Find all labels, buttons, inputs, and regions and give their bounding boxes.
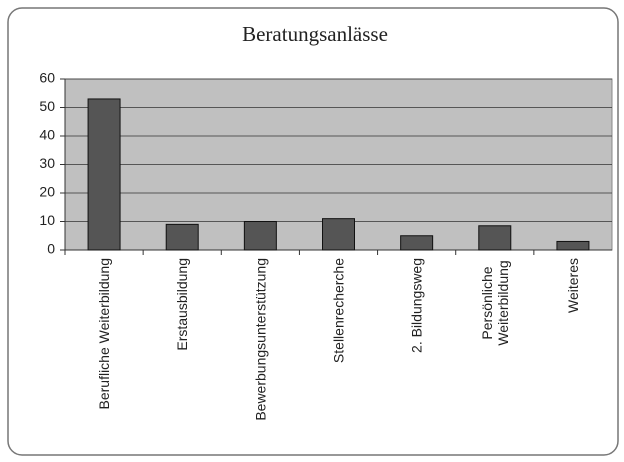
y-tick-label: 20 [39, 184, 55, 200]
y-tick-label: 60 [39, 70, 55, 86]
bar [243, 221, 277, 251]
bar [400, 235, 434, 251]
x-tick-label: Stellenrecherche [331, 258, 347, 363]
bar [556, 240, 590, 251]
y-tick-label: 50 [39, 98, 55, 114]
x-tick-label: 2. Bildungsweg [409, 258, 425, 353]
chart-title: Beratungsanlässe [242, 22, 388, 46]
bar [165, 223, 199, 251]
y-tick-label: 40 [39, 127, 55, 143]
x-tick-label: Berufliche Weiterbildung [96, 258, 112, 410]
bar [87, 98, 121, 251]
x-tick-label: PersönlicheWeiterbildung [479, 260, 511, 345]
x-tick-label-line: Weiterbildung [495, 260, 511, 345]
bar [322, 218, 355, 251]
x-tick-label-line: Persönliche [479, 266, 495, 339]
y-tick-label: 10 [39, 212, 55, 228]
bar [478, 225, 512, 251]
x-tick-label: Bewerbungsunterstützung [252, 258, 268, 421]
y-tick-label: 30 [39, 155, 55, 171]
x-tick-label: Weiteres [565, 258, 581, 313]
y-tick-label: 0 [47, 241, 55, 257]
x-tick-label: Erstausbildung [174, 258, 190, 351]
